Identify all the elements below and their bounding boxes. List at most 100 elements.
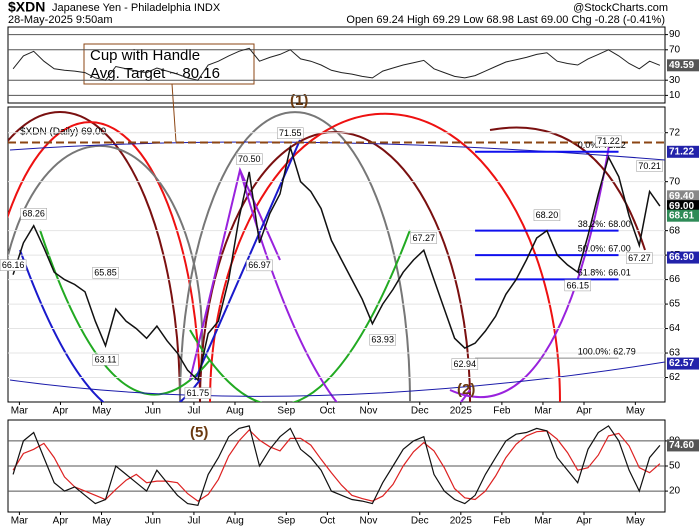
y-tick-label: 68 [669, 225, 681, 236]
last-value-box [667, 59, 699, 72]
trend-line [189, 166, 281, 381]
instrument-name: Japanese Yen - Philadelphia INDX [52, 2, 221, 14]
y-tick-label: 70 [669, 176, 681, 187]
x-tick-label: Apr [576, 406, 592, 417]
x-tick-label: Jun [145, 516, 161, 527]
x-tick-label: May [626, 516, 645, 527]
point-label: 68.26 [22, 209, 45, 219]
label-box [626, 252, 653, 264]
wave-label: (5) [190, 424, 208, 441]
x-tick-label: Mar [534, 406, 552, 417]
x-tick-label: Oct [320, 516, 336, 527]
point-label: 65.85 [94, 268, 117, 278]
point-label: 67.27 [412, 233, 435, 243]
x-tick-label: Nov [360, 406, 378, 417]
y-tick-label: 63 [669, 348, 681, 359]
point-label: 71.22 [597, 136, 620, 146]
last-value-label: 69.00 [669, 201, 694, 212]
last-value-box [667, 209, 699, 222]
x-tick-label: 2025 [450, 406, 473, 417]
point-label: 68.20 [536, 210, 559, 220]
x-tick-label: Mar [534, 516, 552, 527]
x-tick-label: May [626, 406, 645, 417]
data-line [12, 47, 661, 81]
x-tick-label: Sep [277, 406, 295, 417]
point-label: 66.97 [248, 260, 271, 270]
label-box [246, 259, 273, 272]
wave-label: (1) [290, 92, 308, 109]
annotation-text: Cup with Handle [90, 47, 200, 64]
label-box [92, 354, 119, 366]
rsi-panel [7, 26, 666, 104]
symbol: $XDN [8, 0, 45, 15]
arc [489, 126, 646, 251]
annotation-box [83, 43, 255, 85]
y-tick-label: 90 [669, 29, 681, 40]
label-box [595, 135, 622, 148]
y-tick-label: 72 [669, 127, 681, 138]
label-box [369, 334, 396, 346]
label-box [410, 232, 438, 244]
label-box [0, 259, 27, 271]
arc [8, 121, 201, 402]
quote: Open 69.24 High 69.29 Low 68.98 Last 69.… [346, 14, 665, 26]
point-label: 67.27 [628, 253, 651, 263]
data-line [12, 425, 661, 506]
legend: $XDN (Daily) 69.00 [20, 127, 107, 138]
x-tick-label: Nov [360, 516, 378, 527]
label-box [636, 160, 663, 172]
arc [8, 111, 181, 402]
y-tick-label: 64 [669, 323, 681, 334]
arc [39, 229, 211, 396]
annotation-text: Avg. Target ~ 80.16 [90, 65, 220, 82]
wave-label: (2) [457, 381, 475, 398]
point-label: 63.11 [95, 355, 117, 365]
last-value-box [667, 251, 699, 264]
x-tick-label: Feb [493, 406, 511, 417]
label-box [20, 208, 47, 220]
last-value-box [667, 439, 699, 452]
data-line [12, 144, 661, 382]
last-value-label: 68.61 [669, 210, 694, 221]
x-tick-label: Aug [226, 516, 244, 527]
date: 28-May-2025 9:50am [8, 14, 113, 26]
y-tick-label: 66 [669, 274, 681, 285]
x-tick-label: Jun [145, 406, 161, 417]
x-tick-label: Oct [320, 406, 336, 417]
label-box [277, 127, 304, 139]
point-label: 71.55 [279, 128, 302, 138]
fib-label: 38.2%: 68.00 [578, 219, 631, 229]
label-box [235, 153, 263, 165]
label-box [564, 279, 591, 292]
y-tick-label: 62 [669, 372, 681, 383]
band [9, 361, 665, 397]
arc [449, 139, 611, 399]
x-tick-label: Mar [11, 516, 29, 527]
label-box [533, 209, 561, 221]
data-line [12, 429, 661, 502]
fib-label: 61.8%: 66.01 [578, 268, 631, 278]
x-tick-label: Dec [411, 406, 429, 417]
last-value-label: 69.40 [669, 191, 694, 202]
x-tick-label: Jul [188, 406, 201, 417]
point-label: 70.50 [238, 154, 261, 164]
x-tick-label: Apr [576, 516, 592, 527]
arc [189, 229, 411, 402]
x-tick-label: Apr [53, 516, 69, 527]
x-tick-label: May [92, 406, 111, 417]
y-tick-label: 70 [669, 44, 681, 55]
x-tick-label: Sep [277, 516, 295, 527]
fib-label: 100.0%: 62.79 [578, 347, 636, 357]
label-box [184, 387, 212, 399]
point-label: 61.75 [187, 388, 210, 398]
last-value-label: 71.22 [669, 146, 694, 157]
last-value-label: 49.59 [669, 60, 694, 71]
x-tick-label: Aug [226, 406, 244, 417]
y-tick-label: 20 [669, 486, 681, 497]
point-label: 66.16 [2, 260, 25, 270]
source: @StockCharts.com [573, 2, 668, 14]
x-tick-label: Mar [11, 406, 29, 417]
last-value-box [667, 190, 699, 203]
